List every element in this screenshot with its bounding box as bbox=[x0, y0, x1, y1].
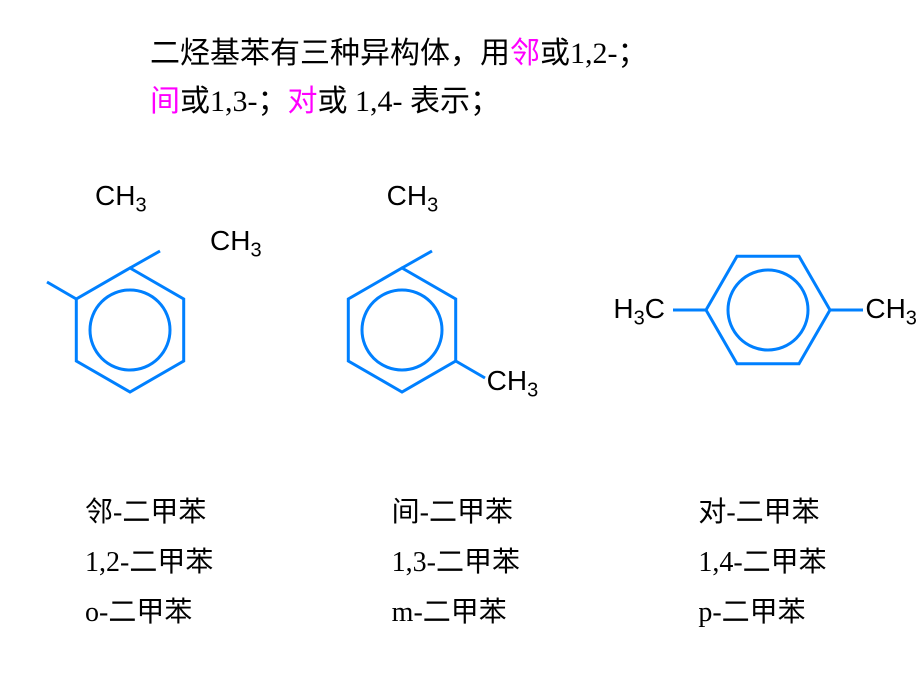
para-h3c: H3C bbox=[613, 293, 665, 331]
para-label-en: p-二甲苯 bbox=[613, 590, 920, 630]
labels-row-num: 1,2-二甲苯 1,3-二甲苯 1,4-二甲苯 bbox=[0, 540, 920, 580]
para-structure: H3C CH3 bbox=[613, 180, 920, 460]
ortho-label-cn: 邻-二甲苯 bbox=[0, 490, 307, 530]
para-label-cn: 对-二甲苯 bbox=[613, 490, 920, 530]
intro-part2: 或1,2-； bbox=[540, 37, 648, 70]
intro-part1: 二烃基苯有三种异构体，用 bbox=[150, 37, 510, 70]
ortho-svg bbox=[0, 180, 306, 460]
labels-row-cn: 邻-二甲苯 间-二甲苯 对-二甲苯 bbox=[0, 490, 920, 530]
structures-row: CH3 CH3 CH3 CH3 H3C CH3 bbox=[0, 180, 920, 460]
intro-part3: 或1,3-； bbox=[180, 85, 288, 118]
para-ch3: CH3 bbox=[865, 293, 917, 331]
meta-label-en: m-二甲苯 bbox=[307, 590, 614, 630]
intro-h2: 间 bbox=[150, 85, 180, 118]
intro-part4: 或 1,4- 表示； bbox=[318, 85, 501, 118]
meta-label-num: 1,3-二甲苯 bbox=[307, 540, 614, 580]
ortho-structure: CH3 CH3 bbox=[0, 180, 307, 460]
ortho-label-num: 1,2-二甲苯 bbox=[0, 540, 307, 580]
meta-structure: CH3 CH3 bbox=[307, 180, 614, 460]
meta-ch3-2: CH3 bbox=[487, 365, 539, 403]
ortho-ch3-2: CH3 bbox=[210, 225, 262, 263]
meta-svg bbox=[307, 180, 613, 460]
ortho-label-en: o-二甲苯 bbox=[0, 590, 307, 630]
meta-label-cn: 间-二甲苯 bbox=[307, 490, 614, 530]
intro-paragraph: 二烃基苯有三种异构体，用邻或1,2-； 间或1,3-；对或 1,4- 表示； bbox=[150, 30, 860, 126]
meta-ch3-1: CH3 bbox=[387, 180, 439, 218]
labels-row-en: o-二甲苯 m-二甲苯 p-二甲苯 bbox=[0, 590, 920, 630]
para-label-num: 1,4-二甲苯 bbox=[613, 540, 920, 580]
intro-h3: 对 bbox=[288, 85, 318, 118]
ortho-ch3-1: CH3 bbox=[95, 180, 147, 218]
intro-h1: 邻 bbox=[510, 37, 540, 70]
